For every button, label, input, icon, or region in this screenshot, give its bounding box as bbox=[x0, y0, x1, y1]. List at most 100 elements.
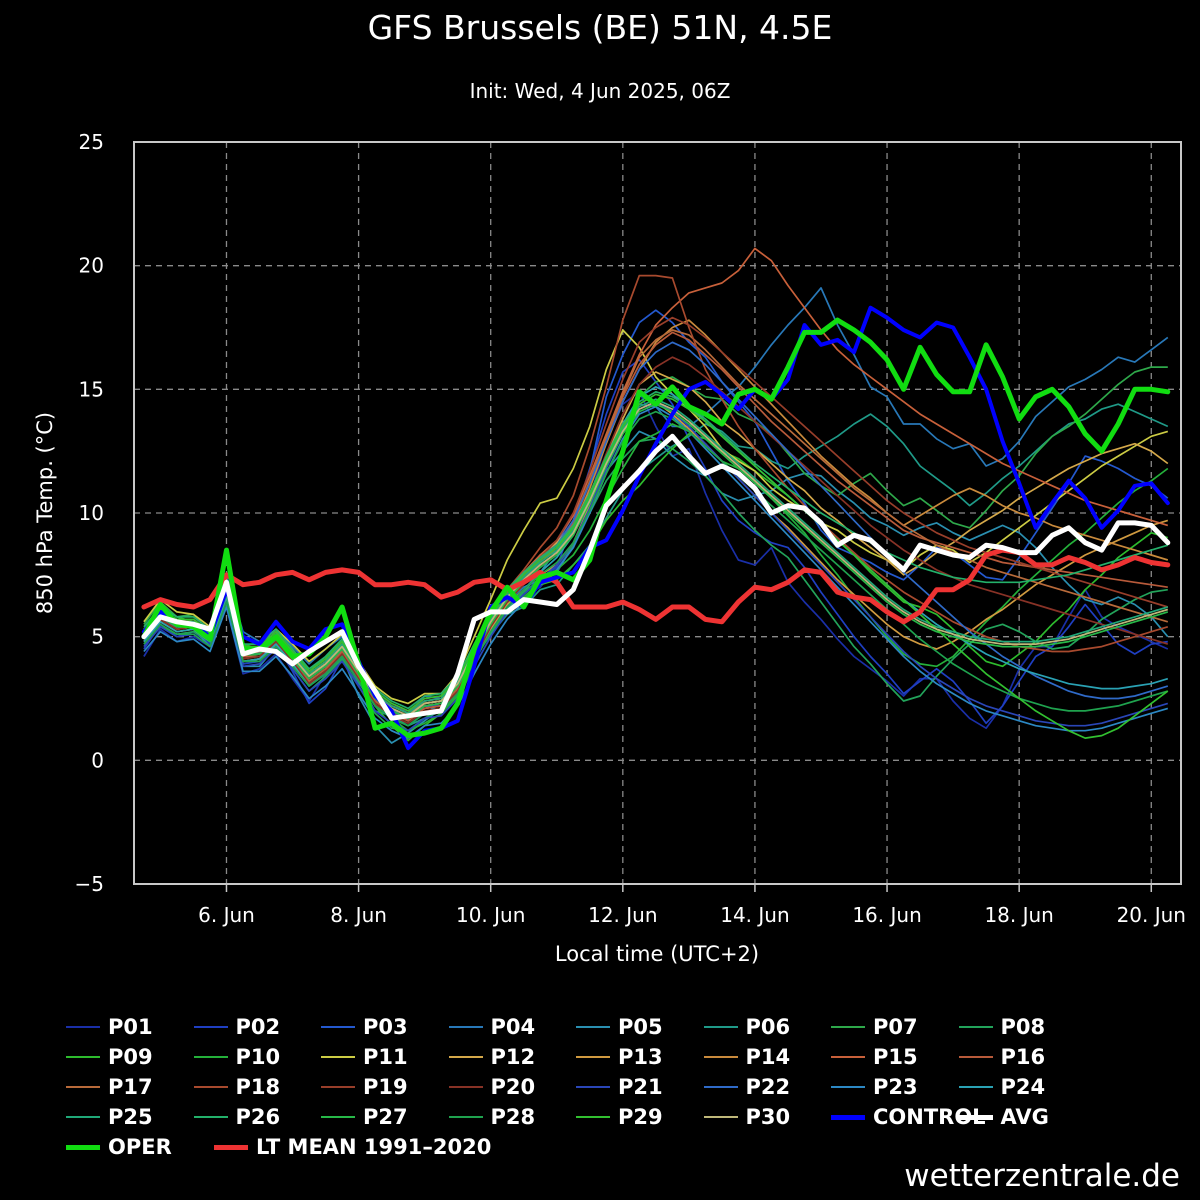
legend-swatch bbox=[703, 1086, 738, 1088]
legend-label: AVG bbox=[1000, 1105, 1049, 1129]
legend-label: P03 bbox=[363, 1015, 408, 1039]
legend-item: P26 bbox=[193, 1102, 281, 1132]
legend-label: P25 bbox=[108, 1105, 153, 1129]
legend-item: P01 bbox=[66, 1012, 153, 1042]
x-axis-label: Local time (UTC+2) bbox=[555, 942, 759, 966]
legend-item: P13 bbox=[576, 1042, 663, 1072]
legend-item: P06 bbox=[703, 1012, 791, 1042]
legend-label: P14 bbox=[745, 1045, 791, 1069]
legend-item: P16 bbox=[958, 1042, 1046, 1072]
legend-item: P30 bbox=[703, 1102, 790, 1132]
legend-label: P22 bbox=[745, 1075, 791, 1099]
chart-title: GFS Brussels (BE) 51N, 4.5E bbox=[367, 8, 833, 47]
legend-swatch bbox=[193, 1026, 228, 1028]
legend-swatch bbox=[66, 1144, 100, 1150]
series-line-p26 bbox=[143, 390, 1169, 710]
legend-item: P04 bbox=[448, 1012, 535, 1042]
series-line-lt-mean-1991-2020 bbox=[141, 547, 1171, 625]
legend-label: P20 bbox=[490, 1075, 536, 1099]
legend-item: P14 bbox=[703, 1042, 791, 1072]
legend-label: P27 bbox=[363, 1105, 408, 1129]
x-tick-label: 18. Jun bbox=[984, 903, 1053, 927]
legend-label: P24 bbox=[1000, 1075, 1046, 1099]
legend-swatch bbox=[193, 1116, 228, 1118]
legend-item: P02 bbox=[193, 1012, 280, 1042]
legend-label: P26 bbox=[235, 1105, 281, 1129]
series-line-p25 bbox=[143, 398, 1169, 715]
legend-swatch bbox=[193, 1086, 228, 1088]
x-tick-label: 14. Jun bbox=[720, 903, 789, 927]
legend-item: P21 bbox=[576, 1072, 663, 1102]
y-axis-ticks: −5 0 5 10 15 20 25 bbox=[75, 130, 104, 896]
legend-swatch bbox=[321, 1086, 355, 1088]
x-tick-label: 6. Jun bbox=[198, 903, 255, 927]
y-tick-label: 10 bbox=[79, 501, 104, 525]
legend-swatch bbox=[448, 1086, 483, 1088]
legend-item: P28 bbox=[448, 1102, 536, 1132]
y-tick-label: 20 bbox=[79, 254, 104, 278]
temperature-ensemble-chart: −5 0 5 10 15 20 25 6. Jun 8. Jun 10. Jun 12. Jun 1… bbox=[33, 130, 1186, 966]
legend-item: P24 bbox=[958, 1072, 1046, 1102]
legend-row: P01 P02 P03 P04 P05 P06 P07 P08 bbox=[66, 1012, 1186, 1042]
legend-item: P15 bbox=[831, 1042, 918, 1072]
y-axis-label: 850 hPa Temp. (°C) bbox=[33, 412, 57, 614]
legend-swatch bbox=[321, 1056, 355, 1058]
x-axis-ticks: 6. Jun 8. Jun 10. Jun 12. Jun 14. Jun 16. Jun… bbox=[198, 884, 1186, 927]
legend-label: P06 bbox=[745, 1015, 791, 1039]
legend-swatch bbox=[321, 1026, 355, 1028]
legend-item: P10 bbox=[193, 1042, 280, 1072]
legend-swatch bbox=[66, 1116, 100, 1118]
plot-frame bbox=[133, 141, 1182, 885]
series-line-control bbox=[141, 305, 1170, 750]
legend-label: P23 bbox=[873, 1075, 918, 1099]
legend-label: P15 bbox=[873, 1045, 918, 1069]
x-tick-label: 12. Jun bbox=[588, 903, 657, 927]
legend-label: P16 bbox=[1000, 1045, 1046, 1069]
legend-item: P20 bbox=[448, 1072, 536, 1102]
legend-item: P27 bbox=[321, 1102, 408, 1132]
legend-swatch bbox=[193, 1056, 228, 1058]
series-line-p28 bbox=[143, 410, 1169, 727]
legend-swatch bbox=[831, 1056, 865, 1058]
legend-item: P19 bbox=[321, 1072, 408, 1102]
legend-swatch bbox=[66, 1056, 100, 1058]
legend-item: P05 bbox=[576, 1012, 663, 1042]
legend-label: P28 bbox=[490, 1105, 536, 1129]
legend-label: P18 bbox=[235, 1075, 281, 1099]
legend-label: P07 bbox=[873, 1015, 918, 1039]
ensemble-member-lines bbox=[143, 247, 1169, 744]
x-tick-label: 16. Jun bbox=[852, 903, 921, 927]
legend-swatch bbox=[321, 1116, 355, 1118]
legend-label: P11 bbox=[363, 1045, 408, 1069]
legend-item: P22 bbox=[703, 1072, 791, 1102]
legend-item: P08 bbox=[958, 1012, 1046, 1042]
legend-swatch bbox=[576, 1116, 610, 1118]
series-line-p20 bbox=[143, 356, 1169, 725]
legend-swatch bbox=[448, 1116, 483, 1118]
legend-swatch bbox=[576, 1086, 610, 1088]
chart-subtitle: Init: Wed, 4 Jun 2025, 06Z bbox=[469, 79, 731, 103]
legend-item: AVG bbox=[958, 1102, 1049, 1132]
legend-item: P09 bbox=[66, 1042, 153, 1072]
legend-label: P12 bbox=[490, 1045, 536, 1069]
legend-item: OPER bbox=[66, 1132, 172, 1162]
legend-label: P09 bbox=[108, 1045, 153, 1069]
legend-label: LT MEAN 1991–2020 bbox=[256, 1135, 492, 1159]
legend-row: P17 P18 P19 P20 P21 P22 P23 P24 bbox=[66, 1072, 1186, 1102]
legend-label: P05 bbox=[618, 1015, 663, 1039]
legend-swatch bbox=[831, 1114, 865, 1120]
legend-swatch bbox=[958, 1056, 993, 1058]
legend-label: P19 bbox=[363, 1075, 408, 1099]
legend-label: P29 bbox=[618, 1105, 663, 1129]
legend-label: OPER bbox=[108, 1135, 172, 1159]
series-line-avg bbox=[141, 433, 1171, 721]
legend-item: P29 bbox=[576, 1102, 663, 1132]
legend-item: P17 bbox=[66, 1072, 153, 1102]
legend-item: LT MEAN 1991–2020 bbox=[214, 1132, 491, 1162]
legend-label: P08 bbox=[1000, 1015, 1046, 1039]
site-credit: wetterzentrale.de bbox=[904, 1158, 1180, 1194]
x-tick-label: 20. Jun bbox=[1117, 903, 1186, 927]
legend-label: P01 bbox=[108, 1015, 153, 1039]
legend-swatch bbox=[831, 1086, 865, 1088]
legend-swatch bbox=[703, 1056, 738, 1058]
